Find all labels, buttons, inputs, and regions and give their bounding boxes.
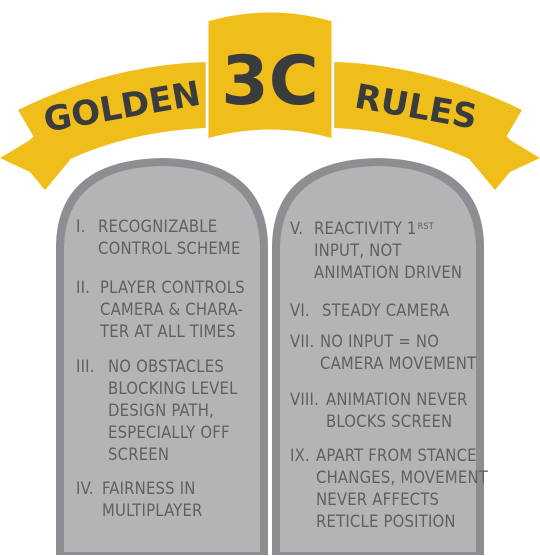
rule-line: ANIMATION DRIVEN: [314, 263, 463, 282]
rule-line: CHANGES, MOVEMENT: [316, 468, 489, 487]
rule-line: RETICLE POSITION: [316, 512, 456, 531]
rule-line: BLOCKS SCREEN: [326, 412, 453, 431]
rule-line: REACTIVITY 1RST: [314, 218, 434, 239]
rule-numeral: III.: [76, 357, 95, 376]
banner-center-word: 3C: [221, 42, 318, 121]
rule-line: RECOGNIZABLE: [98, 217, 218, 236]
rule-line: MULTIPLAYER: [102, 501, 203, 520]
rule-line: FAIRNESS IN: [102, 479, 196, 498]
rule-numeral: I.: [76, 217, 86, 236]
rule-line: INPUT, NOT: [314, 241, 402, 260]
rule-line: NO INPUT = NO: [320, 332, 440, 351]
rule-numeral: VII.: [290, 332, 315, 351]
ribbon-band-left: [18, 62, 205, 168]
rule-numeral: II.: [76, 278, 91, 297]
right-tablet: [272, 158, 484, 555]
rule-line: BLOCKING LEVEL: [108, 379, 238, 398]
rule-line: CONTROL SCHEME: [98, 239, 241, 258]
left-tablet: [56, 158, 268, 555]
ordinal-superscript: RST: [417, 222, 434, 232]
rule-line: NO OBSTACLES: [108, 357, 224, 376]
rule-line: PLAYER CONTROLS: [100, 278, 245, 297]
rule-line: CAMERA MOVEMENT: [320, 354, 477, 373]
rule-line: DESIGN PATH,: [108, 401, 215, 420]
rule-line: NEVER AFFECTS: [316, 490, 440, 509]
rule-numeral: IX.: [290, 446, 310, 465]
ribbon-band-right: [335, 62, 522, 168]
rule-numeral: VIII.: [290, 390, 319, 409]
rule-line: STEADY CAMERA: [322, 301, 450, 320]
rule-line: TER AT ALL TIMES: [100, 322, 236, 341]
rule-numeral: VI.: [290, 301, 310, 320]
center-badge: [205, 9, 335, 142]
rule-line: CAMERA & CHARA-: [100, 300, 243, 319]
rule-line-text: REACTIVITY 1: [314, 219, 417, 238]
rule-line: ANIMATION NEVER: [326, 390, 468, 409]
rule-line: SCREEN: [108, 445, 170, 464]
rule-numeral: V.: [290, 219, 304, 238]
rule-line: APART FROM STANCE: [316, 446, 477, 465]
rule-line: ESPECIALLY OFF: [108, 423, 230, 442]
rule-numeral: IV.: [76, 479, 94, 498]
